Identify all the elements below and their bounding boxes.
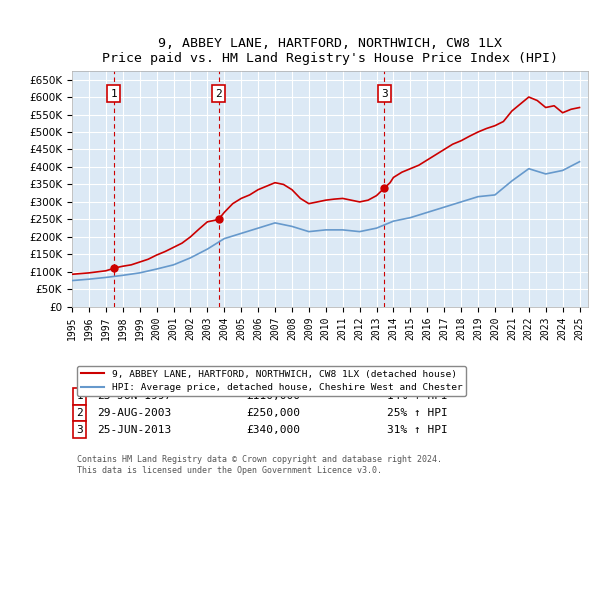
Text: 1: 1: [76, 392, 83, 401]
Text: 14% ↑ HPI: 14% ↑ HPI: [387, 392, 448, 401]
Text: £340,000: £340,000: [246, 425, 300, 434]
Text: Contains HM Land Registry data © Crown copyright and database right 2024.
This d: Contains HM Land Registry data © Crown c…: [77, 455, 442, 475]
Text: 2: 2: [76, 408, 83, 418]
Text: 3: 3: [381, 88, 388, 99]
Text: 25-JUN-2013: 25-JUN-2013: [97, 425, 171, 434]
Text: 23-JUN-1997: 23-JUN-1997: [97, 392, 171, 401]
Text: 25% ↑ HPI: 25% ↑ HPI: [387, 408, 448, 418]
Text: 2: 2: [215, 88, 222, 99]
Text: 29-AUG-2003: 29-AUG-2003: [97, 408, 171, 418]
Text: 3: 3: [76, 425, 83, 434]
Title: 9, ABBEY LANE, HARTFORD, NORTHWICH, CW8 1LX
Price paid vs. HM Land Registry's Ho: 9, ABBEY LANE, HARTFORD, NORTHWICH, CW8 …: [102, 38, 558, 65]
Legend: 9, ABBEY LANE, HARTFORD, NORTHWICH, CW8 1LX (detached house), HPI: Average price: 9, ABBEY LANE, HARTFORD, NORTHWICH, CW8 …: [77, 366, 466, 396]
Point: [214, 215, 223, 224]
Point: [109, 264, 119, 273]
Text: 1: 1: [110, 88, 117, 99]
Text: 31% ↑ HPI: 31% ↑ HPI: [387, 425, 448, 434]
Point: [380, 183, 389, 193]
Text: £250,000: £250,000: [246, 408, 300, 418]
Text: £110,000: £110,000: [246, 392, 300, 401]
